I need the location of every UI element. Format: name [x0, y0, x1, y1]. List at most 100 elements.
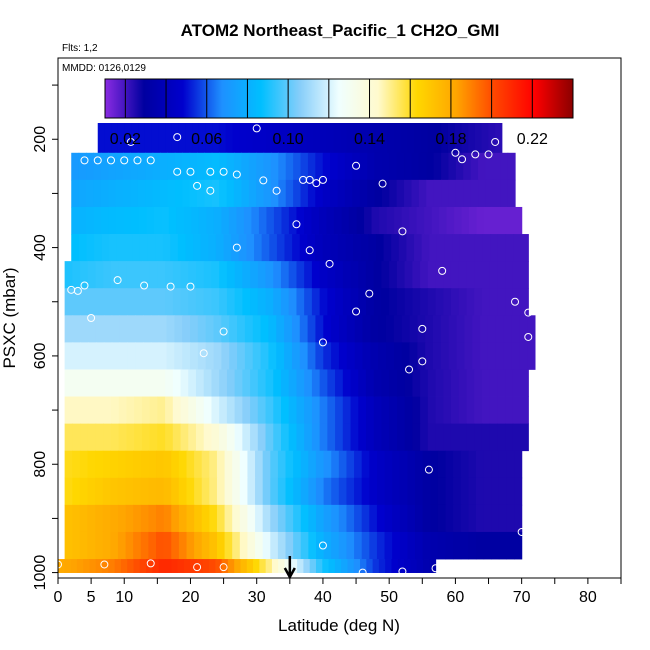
heatmap-cell: [141, 396, 151, 425]
heatmap-cell: [185, 234, 194, 262]
heatmap-cell: [227, 559, 235, 573]
heatmap-cell: [95, 450, 104, 479]
heatmap-cell: [381, 396, 390, 425]
heatmap-cell: [257, 369, 267, 397]
heatmap-cell: [380, 123, 388, 154]
chart-title: ATOM2 Northeast_Pacific_1 CH2O_GMI: [181, 21, 500, 40]
heatmap-cell: [435, 396, 444, 425]
heatmap-cell: [189, 152, 198, 181]
heatmap-cell: [322, 559, 330, 573]
heatmap-cell: [358, 423, 367, 452]
heatmap-cell: [174, 315, 183, 343]
heatmap-cell: [204, 152, 213, 181]
heatmap-cell: [404, 261, 413, 289]
heatmap-cell: [337, 152, 346, 181]
heatmap-cell: [117, 123, 126, 154]
heatmap-cell: [307, 342, 317, 370]
heatmap-cell: [373, 423, 383, 452]
heatmap-cell: [273, 423, 282, 452]
heatmap-cell: [203, 396, 213, 425]
marker-head: [283, 567, 296, 580]
heatmap-cell: [103, 315, 113, 343]
heatmap-cell: [384, 531, 393, 560]
heatmap-cell: [323, 342, 332, 370]
heatmap-cell: [387, 123, 395, 154]
heatmap-cell: [229, 315, 238, 343]
heatmap-cell: [386, 206, 395, 235]
heatmap-cell: [359, 179, 368, 208]
heatmap-cell: [234, 423, 243, 452]
heatmap-cell: [228, 206, 237, 235]
observation-point: [73, 286, 82, 295]
heatmap-cell: [352, 179, 361, 208]
heatmap-cell: [125, 504, 134, 533]
heatmap-cell: [149, 423, 158, 452]
heatmap-cell: [120, 559, 128, 573]
heatmap-cell: [333, 206, 343, 235]
heatmap-cell: [297, 559, 305, 573]
heatmap-cell: [137, 179, 146, 208]
heatmap-cell: [468, 504, 477, 533]
heatmap-cell: [158, 559, 166, 573]
heatmap-cell: [308, 504, 317, 533]
heatmap-cell: [458, 261, 468, 289]
heatmap-cell: [448, 315, 458, 343]
y-tick-label: 600: [32, 342, 49, 369]
observation-point: [305, 175, 314, 184]
heatmap-cell: [412, 261, 421, 289]
heatmap-cell: [263, 152, 272, 181]
heatmap-cell: [72, 261, 81, 289]
heatmap-cell: [397, 559, 405, 573]
heatmap-cell: [346, 315, 356, 343]
heatmap-cell: [133, 531, 142, 560]
heatmap-cell: [158, 342, 168, 370]
heatmap-cell: [464, 315, 473, 343]
heatmap-cell: [454, 123, 462, 154]
heatmap-cell: [323, 450, 332, 479]
heatmap-cell: [171, 559, 179, 573]
heatmap-cell: [213, 342, 222, 370]
heatmap-cell: [80, 261, 89, 289]
heatmap-cell: [247, 450, 256, 479]
heatmap-cell: [519, 315, 528, 343]
heatmap-cell: [474, 123, 483, 154]
heatmap-cell: [232, 531, 241, 560]
observation-point: [80, 281, 89, 290]
heatmap-cell: [445, 531, 454, 560]
heatmap-cell: [211, 261, 220, 289]
heatmap-cell: [328, 559, 336, 573]
heatmap-cell: [87, 423, 97, 452]
heatmap-cell: [72, 369, 81, 397]
heatmap-cell: [474, 369, 483, 397]
heatmap-cell: [180, 396, 189, 425]
heatmap-cell: [280, 369, 290, 397]
heatmap-cell: [117, 531, 127, 560]
heatmap-cell: [389, 152, 398, 181]
heatmap-cell: [427, 423, 437, 452]
heatmap-cell: [499, 206, 508, 235]
heatmap-cell: [232, 504, 241, 533]
observation-point: [405, 365, 414, 374]
heatmap-cell: [350, 369, 359, 397]
heatmap-cell: [174, 152, 183, 181]
heatmap-cell: [381, 179, 390, 208]
heatmap-cell: [445, 450, 454, 479]
heatmap-cell: [195, 423, 205, 452]
heatmap-cell: [285, 531, 294, 560]
heatmap-cell: [195, 396, 205, 425]
heatmap-cell: [330, 179, 339, 208]
heatmap-cell: [476, 206, 485, 235]
heatmap-cell: [426, 152, 435, 181]
heatmap-cell: [370, 342, 379, 370]
heatmap-cell: [194, 477, 203, 506]
heatmap-cell: [448, 179, 457, 208]
heatmap-cell: [209, 450, 218, 479]
heatmap-cell: [194, 450, 203, 479]
heatmap-cell: [255, 477, 264, 506]
heatmap-cell: [233, 152, 242, 181]
heatmap-cell: [252, 315, 262, 343]
heatmap-cell: [182, 342, 191, 370]
heatmap-cell: [278, 152, 287, 181]
heatmap-cell: [313, 123, 321, 154]
x-tick-label: 40: [314, 589, 332, 606]
